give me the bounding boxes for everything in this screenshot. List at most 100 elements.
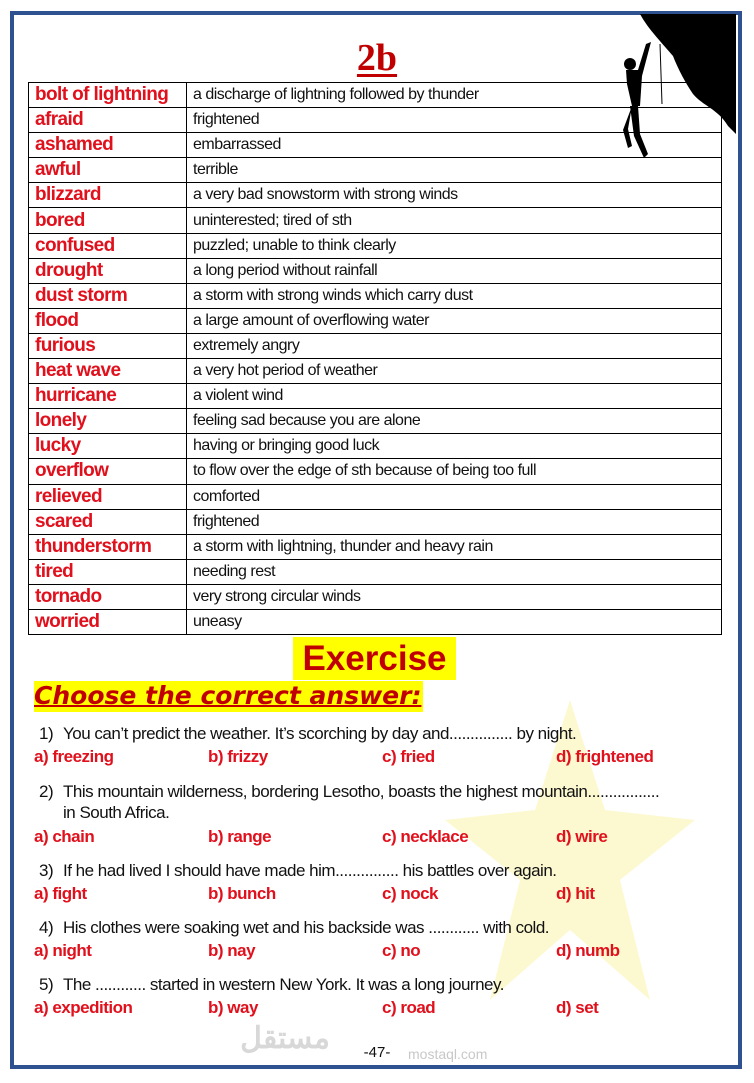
vocab-row: thunderstorm a storm with lightning, thun… xyxy=(28,533,722,560)
question: 4) His clothes were soaking wet and his b… xyxy=(39,918,550,937)
question: 3) If he had lived I should have made him… xyxy=(39,861,557,880)
vocab-definition: puzzled; unable to think clearly xyxy=(186,232,722,259)
vocab-word: bolt of lightning xyxy=(28,81,187,109)
question-number: 2) xyxy=(39,782,54,801)
vocab-row: bolt of lightning a discharge of lightnin… xyxy=(28,81,722,109)
answer-option[interactable]: b) nay xyxy=(208,941,256,960)
vocab-word: afraid xyxy=(28,107,187,134)
question-text: This mountain wilderness, bordering Leso… xyxy=(63,782,660,801)
vocab-row: tornado very strong circular winds xyxy=(28,583,722,610)
question-text-continued: in South Africa. xyxy=(63,803,170,822)
vocab-word: blizzard xyxy=(28,182,187,209)
page-border xyxy=(10,11,742,1069)
answer-option[interactable]: a) expedition xyxy=(34,998,133,1017)
question-number: 5) xyxy=(39,975,54,994)
vocab-word: tired xyxy=(28,558,187,585)
page-number-row: -47- xyxy=(0,1044,754,1061)
answer-option[interactable]: c) road xyxy=(382,998,436,1017)
answer-option[interactable]: b) frizzy xyxy=(208,747,268,766)
answer-option[interactable]: d) numb xyxy=(556,941,620,960)
answer-option[interactable]: c) nock xyxy=(382,884,439,903)
vocab-row: scared frightened xyxy=(28,508,722,535)
question: 5) The ............ started in western Ne… xyxy=(39,975,504,994)
vocab-row: bored uninterested; tired of sth xyxy=(28,207,722,234)
vocab-row: blizzard a very bad snowstorm with strong… xyxy=(28,182,722,209)
page-number: -47- xyxy=(363,1044,391,1061)
question: 1) You can’t predict the weather. It’s sc… xyxy=(39,724,577,743)
question-number: 3) xyxy=(39,861,54,880)
vocab-row: confused puzzled; unable to think clearly xyxy=(28,232,722,259)
vocab-row: drought a long period without rainfall xyxy=(28,257,722,284)
vocab-word: bored xyxy=(28,207,187,234)
vocab-definition: a violent wind xyxy=(186,383,722,410)
answer-option[interactable]: a) chain xyxy=(34,827,95,846)
answer-option[interactable]: a) fight xyxy=(34,884,87,903)
vocab-row: lucky having or bringing good luck xyxy=(28,433,722,460)
vocab-definition: feeling sad because you are alone xyxy=(186,408,722,435)
question: 2) This mountain wilderness, bordering Le… xyxy=(39,782,660,822)
vocab-word: ashamed xyxy=(28,132,187,159)
vocab-definition: a storm with lightning, thunder and heav… xyxy=(186,533,722,560)
vocab-word: tornado xyxy=(28,583,187,610)
vocab-definition: uneasy xyxy=(186,608,722,636)
vocab-word: furious xyxy=(28,332,187,360)
vocabulary-table: bolt of lightning a discharge of lightnin… xyxy=(28,81,722,636)
vocab-word: hurricane xyxy=(28,383,187,410)
vocab-row: furious extremely angry xyxy=(28,332,722,360)
vocab-row: dust storm a storm with strong winds whic… xyxy=(28,282,722,309)
answer-option[interactable]: b) bunch xyxy=(208,884,276,903)
vocab-definition: having or bringing good luck xyxy=(186,433,722,460)
vocab-word: confused xyxy=(28,232,187,259)
vocab-row: flood a large amount of overflowing water xyxy=(28,307,722,334)
answer-option[interactable]: b) way xyxy=(208,998,258,1017)
answer-option[interactable]: c) necklace xyxy=(382,827,469,846)
vocab-definition: a large amount of overflowing water xyxy=(186,307,722,334)
vocab-definition: a very hot period of weather xyxy=(186,358,722,385)
page-title: 2b xyxy=(356,37,398,79)
vocab-row: lonely feeling sad because you are alone xyxy=(28,408,722,435)
vocab-word: awful xyxy=(28,157,187,184)
vocab-word: worried xyxy=(28,608,187,636)
vocab-word: scared xyxy=(28,508,187,535)
answer-option[interactable]: d) set xyxy=(556,998,599,1017)
vocab-word: dust storm xyxy=(28,282,187,309)
vocab-definition: needing rest xyxy=(186,558,722,585)
vocab-definition: a very bad snowstorm with strong winds xyxy=(186,182,722,209)
answer-option[interactable]: c) no xyxy=(382,941,421,960)
vocab-definition: frightened xyxy=(186,508,722,535)
vocab-word: drought xyxy=(28,257,187,284)
vocab-row: afraid frightened xyxy=(28,107,722,134)
vocab-definition: frightened xyxy=(186,107,722,134)
question-number: 1) xyxy=(39,724,54,743)
vocab-word: heat wave xyxy=(28,358,187,385)
answer-option[interactable]: a) freezing xyxy=(34,747,114,766)
question-text: If he had lived I should have made him..… xyxy=(63,861,557,880)
vocab-definition: terrible xyxy=(186,157,722,184)
answer-option[interactable]: a) night xyxy=(34,941,92,960)
vocab-row: tired needing rest xyxy=(28,558,722,585)
vocab-row: ashamed embarrassed xyxy=(28,132,722,159)
answer-option[interactable]: c) fried xyxy=(382,747,435,766)
vocab-definition: uninterested; tired of sth xyxy=(186,207,722,234)
answer-option[interactable]: d) frightened xyxy=(556,747,654,766)
vocab-definition: a long period without rainfall xyxy=(186,257,722,284)
answer-option[interactable]: b) range xyxy=(208,827,272,846)
vocab-word: relieved xyxy=(28,483,187,510)
vocab-row: hurricane a violent wind xyxy=(28,383,722,410)
answer-option[interactable]: d) hit xyxy=(556,884,595,903)
vocab-word: flood xyxy=(28,307,187,334)
star-watermark-icon xyxy=(445,700,695,1000)
vocab-word: lonely xyxy=(28,408,187,435)
vocab-row: overflow to flow over the edge of sth bec… xyxy=(28,458,722,485)
vocab-definition: a discharge of lightning followed by thu… xyxy=(186,81,722,109)
vocab-definition: extremely angry xyxy=(186,332,722,360)
vocab-definition: to flow over the edge of sth because of … xyxy=(186,458,722,485)
answer-option[interactable]: d) wire xyxy=(556,827,608,846)
vocab-definition: very strong circular winds xyxy=(186,583,722,610)
question-text: The ............ started in western New … xyxy=(63,975,504,994)
watermark-url: mostaql.com xyxy=(408,1046,488,1062)
vocab-row: heat wave a very hot period of weather xyxy=(28,358,722,385)
vocab-word: thunderstorm xyxy=(28,533,187,560)
vocab-definition: embarrassed xyxy=(186,132,722,159)
vocab-definition: a storm with strong winds which carry du… xyxy=(186,282,722,309)
